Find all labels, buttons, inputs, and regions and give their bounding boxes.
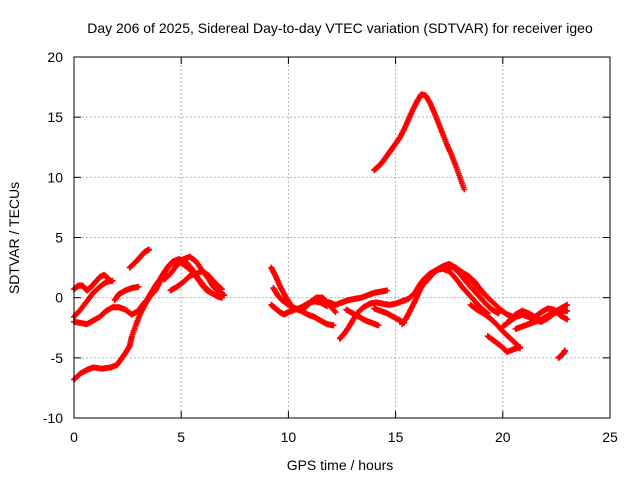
data-points [71, 91, 571, 383]
x-axis-label: GPS time / hours [287, 457, 394, 473]
data-point [146, 246, 153, 253]
y-tick-label: 10 [47, 169, 63, 185]
data-point [375, 322, 382, 329]
y-tick-label: 15 [47, 109, 63, 125]
series-arc-20 [484, 333, 523, 355]
data-point [564, 316, 571, 323]
data-point [495, 310, 502, 317]
data-point [109, 277, 116, 284]
y-tick-label: -10 [43, 410, 63, 426]
data-point [218, 286, 225, 293]
series-arc-24 [555, 347, 568, 361]
data-point [332, 309, 339, 316]
grid-lines [74, 57, 610, 418]
series-arc-7 [161, 253, 228, 299]
x-tick-label: 15 [388, 429, 404, 445]
y-tick-label: 20 [47, 49, 63, 65]
data-point [516, 344, 523, 351]
y-tick-label: 0 [55, 290, 63, 306]
series-arc-19 [467, 301, 523, 352]
plot-frame [73, 56, 611, 419]
series-arc-4 [71, 277, 116, 320]
series-arc-6 [126, 246, 153, 271]
axes: 0 5 10 15 20 25 -10 -5 0 5 10 15 20 [43, 49, 618, 445]
data-point [461, 186, 468, 193]
series-arc-14 [343, 306, 382, 329]
series-arc-5 [111, 283, 142, 304]
series-arc-23 [506, 305, 571, 324]
series-arc-3 [71, 271, 112, 294]
y-tick-label: -5 [51, 350, 64, 366]
data-point [330, 322, 337, 329]
data-point [221, 292, 228, 299]
data-point [384, 287, 391, 294]
data-point [564, 301, 571, 308]
x-tick-label: 20 [495, 429, 511, 445]
data-point [135, 283, 142, 290]
data-point [561, 347, 568, 354]
y-tick-label: 5 [55, 230, 63, 246]
series-arc-25 [371, 91, 468, 193]
x-tick-label: 0 [70, 429, 78, 445]
data-point [217, 285, 224, 292]
series-arc-8 [167, 268, 225, 294]
series-arc-22 [512, 301, 571, 332]
x-tick-label: 10 [281, 429, 297, 445]
x-tick-label: 25 [602, 429, 618, 445]
data-point [564, 307, 571, 314]
series-arc-13 [319, 287, 391, 308]
x-tick-label: 5 [177, 429, 185, 445]
y-axis-label: SDTVAR / TECUs [6, 182, 22, 294]
chart-title: Day 206 of 2025, Sidereal Day-to-day VTE… [87, 20, 593, 36]
